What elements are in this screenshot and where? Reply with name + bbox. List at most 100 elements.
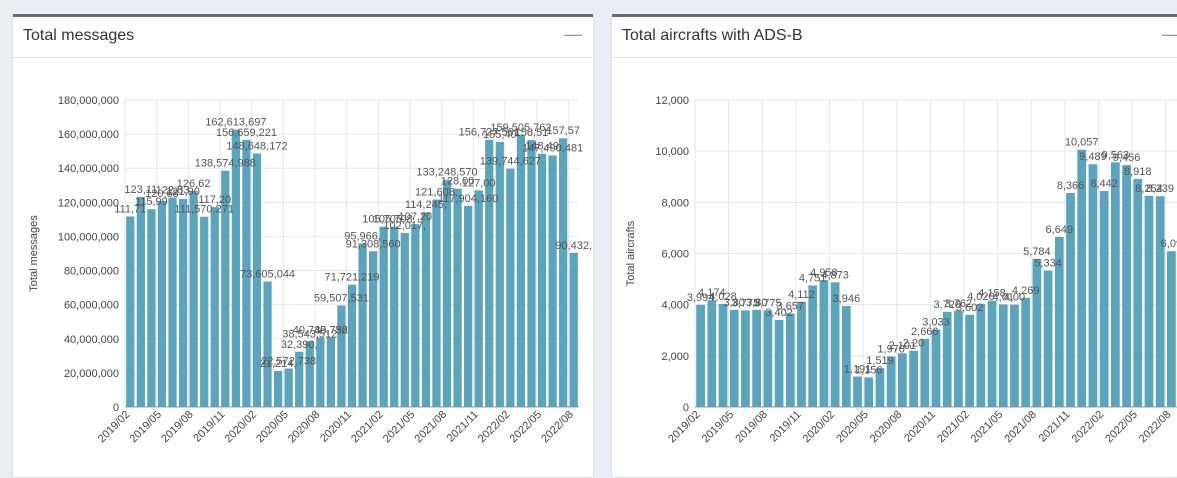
bar [965,314,974,407]
x-tick-label: 2021/02 [935,409,972,446]
bar [569,252,578,407]
x-tick-label: 2019/05 [127,409,164,446]
bar-value-label: 147,490,481 [522,142,583,154]
bar-value-label: 3,657 [777,300,805,312]
x-tick-label: 2021/08 [1002,409,1039,446]
y-tick-label: 100,000,000 [58,231,119,243]
bar [1144,195,1154,407]
bar-value-label: 4,174 [698,287,726,299]
y-tick-label: 20,000,000 [64,368,119,380]
bar-value-label: 121,608, [415,187,458,199]
bar-value-label: 4,873 [821,269,849,281]
bar-value-label: 121,90 [166,186,200,198]
bar-value-label: 6,649 [1046,224,1074,236]
bar-value-label: 3,775 [754,297,782,309]
bar-value-label: 3,80 [746,297,767,309]
x-tick-label: 2019/11 [768,409,804,445]
bar-value-label: 32,390, [281,339,318,351]
bar [368,251,378,407]
bar-value-label: 8,442 [1090,178,1118,190]
y-tick-label: 2,000 [661,351,689,363]
bar [920,338,930,407]
bar [819,280,829,407]
bar-value-label: 133,248,570 [416,167,477,179]
bar-value-label: 117,904,160 [438,193,498,205]
bar [432,199,441,407]
y-tick-label: 80,000,000 [64,266,119,278]
bar-value-label: 156,51 [515,127,549,139]
aircrafts-chart: 02,0004,0006,0008,00010,00012,0003,9944,… [625,95,1177,446]
bar-value-label: 2,101 [889,340,917,352]
x-tick-label: 2021/08 [413,409,450,446]
bar [537,153,547,407]
bar [696,304,705,407]
bar [830,282,840,407]
bar-value-label: 4,020 [967,291,995,303]
bar-value-label: 2,666 [911,326,939,338]
y-tick-label: 10,000 [655,146,689,158]
y-tick-label: 6,000 [661,249,689,261]
bar-value-label: 3,033 [922,316,950,328]
minus-icon[interactable]: — [564,24,582,44]
bar [147,209,156,407]
bar [1133,178,1143,407]
bar [495,141,504,407]
y-tick-label: 4,000 [661,300,689,312]
bar-value-label: 102,017, [383,220,426,232]
y-tick-label: 60,000,000 [64,300,119,312]
bar-value-label: 123,11 [124,184,157,196]
x-tick-label: 2019/02 [96,409,133,446]
x-tick-label: 2019/08 [733,409,770,446]
bar-value-label: 1,191 [844,364,872,376]
bar [718,303,728,407]
bar [474,190,483,407]
bar-value-label: 3,80 [724,297,745,309]
bar [559,138,568,408]
bar-value-label: 4,269 [1012,285,1040,297]
y-axis-title: Total messages [28,215,40,292]
y-tick-label: 0 [113,402,119,414]
bar-value-label: 73,605,044 [240,268,295,280]
bar [221,170,230,407]
bar-value-label: 111,71 [114,203,146,215]
bar-value-label: 111,570,271 [174,204,234,216]
bar [1099,191,1109,407]
bar [326,337,336,407]
bar-value-label: 115,99 [135,196,168,208]
bar-value-label: 71,721,219 [324,272,379,284]
bar-value-label: 6,09 [1161,238,1177,250]
bar [841,306,851,407]
bar [1155,196,1165,407]
bar-value-label: 40,735,752 [293,325,348,337]
bar-value-label: 4,751 [799,272,827,284]
bar [1122,165,1131,407]
bar-value-label: 3,402 [765,307,793,319]
bar [1077,149,1087,407]
bar-value-label: 38,543,512 [282,328,337,340]
bar [379,226,388,407]
minus-icon[interactable]: — [1161,25,1177,45]
x-tick-label: 2022/05 [508,409,545,446]
bar-value-label: 157,57 [546,125,580,137]
x-tick-label: 2019/08 [159,409,196,446]
aircrafts-panel: Total aircrafts with ADS-B — 0 2,000 4,000… [612,14,1177,477]
bar [506,168,515,407]
x-tick-label: 2022/08 [539,409,576,446]
x-tick-label: 2020/02 [801,409,838,446]
bar-value-label: 90,432, [555,240,592,252]
bar [242,139,251,407]
bar-value-label: 148,648,172 [226,140,287,152]
bar [284,368,293,407]
bar-value-label: 107,20 [399,211,433,223]
x-tick-label: 2022/02 [476,409,513,446]
bar [931,329,941,407]
bar [126,216,135,407]
bar-value-label: 59,507,531 [314,293,369,305]
x-tick-label: 2020/05 [834,409,871,446]
bar [954,310,963,407]
bar-value-label: 2,20 [903,338,924,350]
bar [1010,304,1019,407]
y-tick-label: 0 [683,402,689,414]
bar-value-label: 3,994 [687,292,715,304]
bar-value-label: 4,112 [788,289,815,301]
